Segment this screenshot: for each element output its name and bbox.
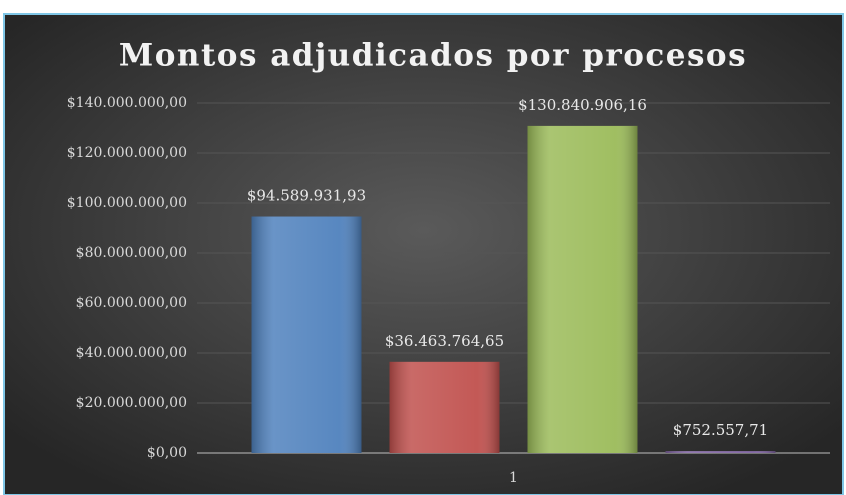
bar-shade: [527, 125, 638, 453]
chart-title: Montos adjudicados por procesos: [119, 38, 747, 74]
y-tick-label: $0,00: [147, 445, 187, 461]
value-label: $94.589.931,93: [247, 187, 366, 205]
y-tick-label: $120.000.000,00: [67, 145, 187, 161]
value-label: $130.840.906,16: [518, 96, 647, 114]
value-label: $36.463.764,65: [385, 332, 504, 350]
y-tick-label: $40.000.000,00: [76, 345, 187, 361]
y-tick-label: $100.000.000,00: [67, 195, 187, 211]
bar-shade: [665, 451, 776, 453]
x-tick-label: 1: [509, 470, 518, 486]
value-label: $752.557,71: [673, 421, 768, 439]
y-tick-label: $60.000.000,00: [76, 295, 187, 311]
bar-shade: [389, 361, 500, 453]
bar-shade: [251, 216, 362, 453]
y-tick-label: $20.000.000,00: [76, 395, 187, 411]
y-tick-label: $80.000.000,00: [76, 245, 187, 261]
y-tick-label: $140.000.000,00: [67, 95, 187, 111]
